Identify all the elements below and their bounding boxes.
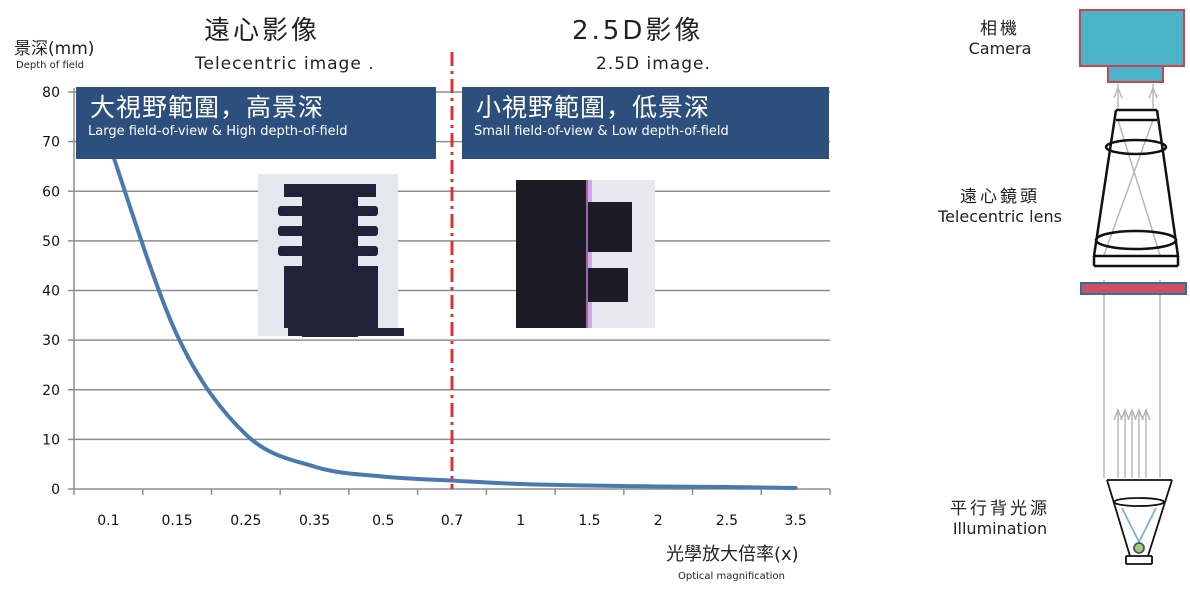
y-tick-label: 10 [42,432,60,448]
y-axis-sublabel: Depth of field [16,60,85,71]
filter-plate-icon [1080,282,1187,295]
right-subtitle: 2.5D image. [596,54,711,74]
illumination-label: 平行背光源 Illumination [900,494,1100,538]
x-tick-label: 0.15 [162,513,193,529]
telecentric-sample-image [258,174,404,337]
y-tick-label: 70 [42,135,60,151]
y-tick-label: 0 [51,482,60,498]
optical-diagram [1079,9,1187,565]
camera-mount-icon [1107,65,1164,83]
left-banner: 大視野範圍，高景深 Large field-of-view & High dep… [76,87,436,159]
x-axis-sublabel: Optical magnification [678,571,785,582]
right-banner-subtitle: Small field-of-view & Low depth-of-field [474,124,729,139]
depth-of-field-curve [106,139,798,491]
left-title: 遠心影像 [204,16,321,46]
left-banner-title: 大視野範圍，高景深 [90,93,325,122]
left-subtitle: Telecentric image . [195,54,375,74]
y-tick-label: 40 [42,284,60,300]
x-tick-label: 0.25 [230,513,261,529]
x-tick-label: 0.35 [299,513,330,529]
camera-body-icon [1079,9,1185,67]
backlight-illumination-icon [1106,479,1173,565]
x-tick-label: 1 [516,513,525,529]
axes [68,88,831,495]
right-banner-title: 小視野範圍，低景深 [476,93,711,122]
y-tick-label: 20 [42,383,60,399]
camera-label-zh: 相機 [980,19,1020,39]
x-axis-label: 光學放大倍率(x) [666,544,799,565]
y-tick-label: 50 [42,234,60,250]
x-tick-label: 1.5 [578,513,600,529]
x-tick-label: 3.5 [785,513,807,529]
y-tick-label: 60 [42,184,60,200]
camera-label: 相機 Camera [930,14,1070,58]
x-tick-label: 0.1 [97,513,119,529]
x-tick-label: 0.5 [372,513,394,529]
lens-label-zh: 遠心鏡頭 [960,187,1040,207]
left-banner-subtitle: Large field-of-view & High depth-of-fiel… [88,124,348,139]
right-banner: 小視野範圍，低景深 Small field-of-view & Low dept… [462,87,829,159]
telecentric-lens-icon [1092,108,1180,268]
y-axis-label: 景深(mm) [14,39,95,59]
illumination-label-en: Illumination [952,519,1048,538]
y-tick-label: 80 [42,85,60,101]
lens-label: 遠心鏡頭 Telecentric lens [900,182,1100,226]
x-tick-label: 2.5 [716,513,738,529]
right-title: 2.5D影像 [572,16,704,46]
camera-label-en: Camera [968,39,1032,58]
y-tick-label: 30 [42,333,60,349]
lens-label-en: Telecentric lens [938,207,1062,226]
x-tick-label: 0.7 [441,513,463,529]
2-5d-sample-image [516,180,655,328]
tick-labels: 0 10 20 30 40 50 60 70 80 0.1 0.15 0.25 0.35 0.5 0.7 1 1… [42,85,807,529]
illumination-label-zh: 平行背光源 [950,499,1050,519]
x-tick-label: 2 [654,513,663,529]
